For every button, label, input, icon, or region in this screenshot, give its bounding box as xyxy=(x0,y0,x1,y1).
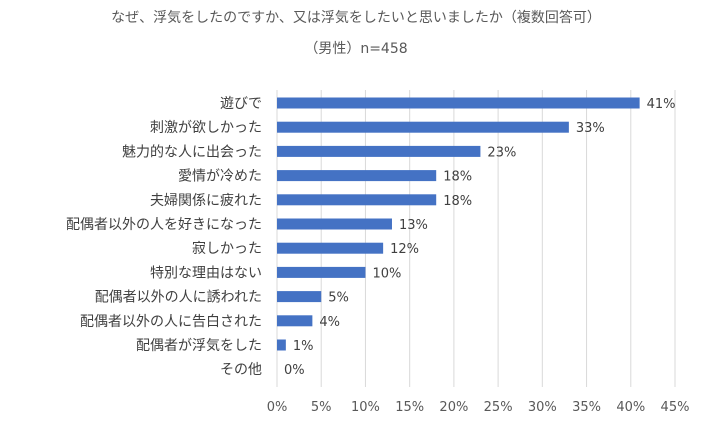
value-labels: 41% 33% 23% 18% 18% 13% 12% 10% 5% 4% 1% 0% xyxy=(284,97,676,378)
category-label: 遊びで xyxy=(220,96,262,112)
bar xyxy=(277,242,384,254)
bar xyxy=(277,170,437,182)
bar xyxy=(277,266,366,278)
category-label: 配偶者以外の人に誘われた xyxy=(95,290,262,306)
category-label: 特別な理由はない xyxy=(150,265,262,281)
bar xyxy=(277,218,392,230)
value-label: 18% xyxy=(443,170,472,185)
value-label: 10% xyxy=(372,266,401,281)
value-label: 13% xyxy=(399,218,428,233)
value-label: 23% xyxy=(487,145,516,160)
category-labels: 遊びで刺激が欲しかった魅力的な人に出会った愛情が冷めた夫婦関係に疲れた配偶者以外… xyxy=(66,96,262,378)
chart-title: なぜ、浮気をしたのですか、又は浮気をしたいと思いましたか（複数回答可） xyxy=(111,9,601,26)
category-label: 愛情が冷めた xyxy=(178,169,262,185)
x-tick-label: 30% xyxy=(528,400,557,415)
category-label: 魅力的な人に出会った xyxy=(122,144,262,160)
bar xyxy=(277,145,481,157)
gridlines xyxy=(276,90,676,387)
category-label: 刺激が欲しかった xyxy=(150,119,262,136)
value-label: 1% xyxy=(293,339,314,354)
value-label: 33% xyxy=(576,121,605,136)
value-label: 12% xyxy=(390,242,419,257)
x-axis-ticks: 0% 5% 10% 15% 20% 25% 30% 35% 40% 45% xyxy=(267,400,690,415)
category-label: 配偶者以外の人を好きになった xyxy=(66,217,262,233)
x-tick-label: 45% xyxy=(661,400,690,415)
chart-subtitle: （男性）n=458 xyxy=(304,41,407,57)
x-tick-label: 40% xyxy=(616,400,645,415)
value-label: 5% xyxy=(328,291,349,306)
value-label: 4% xyxy=(319,315,340,330)
bar xyxy=(277,121,569,133)
bar xyxy=(277,97,640,109)
value-label: 41% xyxy=(647,97,676,112)
bar xyxy=(277,339,286,351)
x-tick-label: 0% xyxy=(267,400,288,415)
x-tick-label: 10% xyxy=(351,400,380,415)
x-tick-label: 15% xyxy=(395,400,424,415)
category-label: 寂しかった xyxy=(192,241,262,257)
bar xyxy=(277,194,437,206)
category-label: その他 xyxy=(220,362,262,378)
x-tick-label: 25% xyxy=(484,400,513,415)
bar xyxy=(277,315,313,327)
bar xyxy=(277,291,322,303)
bars xyxy=(277,97,640,351)
category-label: 夫婦関係に疲れた xyxy=(150,192,262,209)
x-tick-label: 20% xyxy=(439,400,468,415)
category-label: 配偶者以外の人に告白された xyxy=(80,314,262,330)
category-label: 配偶者が浮気をした xyxy=(136,338,262,354)
x-tick-label: 5% xyxy=(311,400,332,415)
x-tick-label: 35% xyxy=(572,400,601,415)
value-label: 18% xyxy=(443,194,472,209)
value-label: 0% xyxy=(284,363,305,378)
